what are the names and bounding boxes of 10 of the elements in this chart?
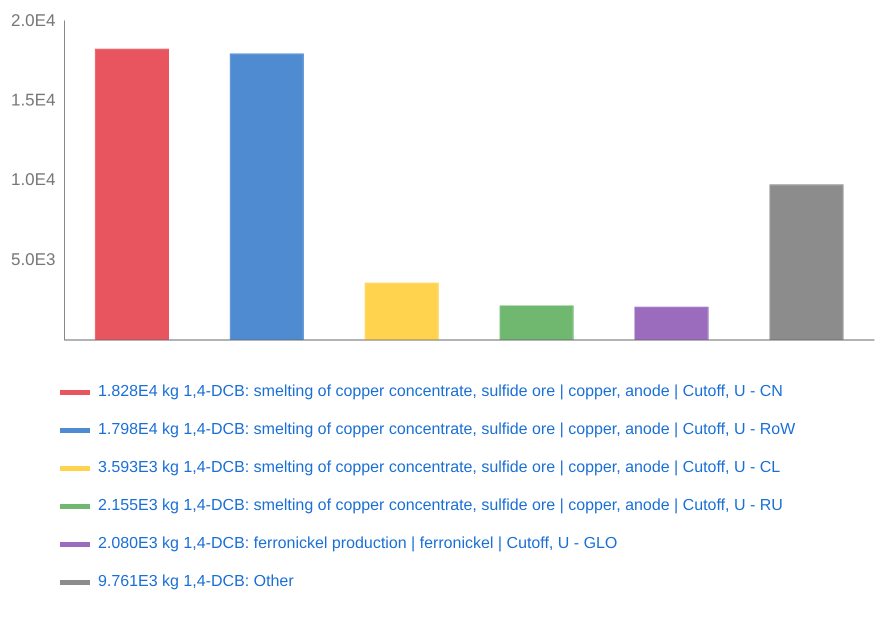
y-tick-label: 1.0E4 — [10, 170, 56, 190]
legend-label: 9.761E3 kg 1,4-DCB: Other — [98, 573, 294, 591]
legend-label: 3.593E3 kg 1,4-DCB: smelting of copper concentrate, sulfide ore | copper, anode | Cutoff, U - CL — [98, 459, 780, 477]
legend-label: 1.828E4 kg 1,4-DCB: smelting of copper concentrate, sulfide ore | copper, anode | Cutoff, U - CN — [98, 383, 783, 401]
y-tick-label: 1.5E4 — [10, 90, 56, 110]
legend-label: 2.080E3 kg 1,4-DCB: ferronickel production | ferronickel | Cutoff, U - GLO — [98, 535, 618, 553]
legend-label: 2.155E3 kg 1,4-DCB: smelting of copper concentrate, sulfide ore | copper, anode | Cutoff, U - RU — [98, 497, 783, 515]
y-tick-label: 5.0E3 — [10, 250, 56, 269]
legend-label: 1.798E4 kg 1,4-DCB: smelting of copper concentrate, sulfide ore | copper, anode | Cutoff, U - RoW — [98, 421, 796, 439]
y-tick-label: 2.0E4 — [10, 10, 56, 30]
